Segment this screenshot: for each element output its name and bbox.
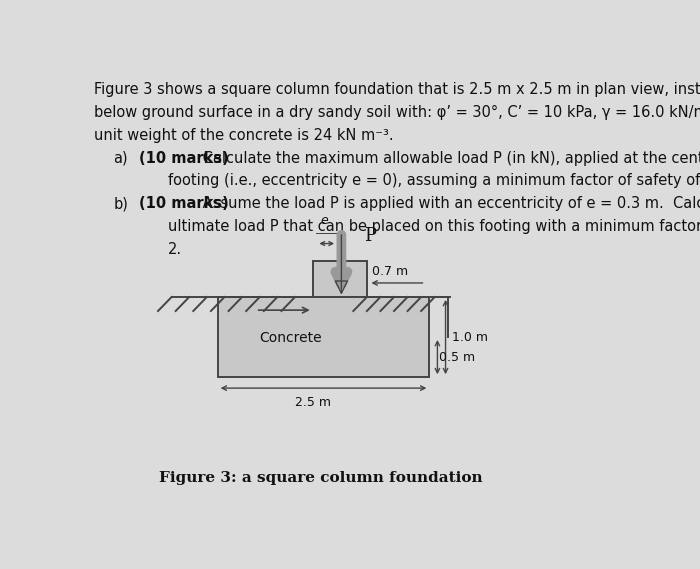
Text: (10 marks): (10 marks) (139, 196, 229, 211)
Text: Concrete: Concrete (260, 331, 322, 345)
Bar (313, 261, 367, 297)
Text: Calculate the maximum allowable load P (in kN), applied at the center of the: Calculate the maximum allowable load P (… (197, 151, 700, 166)
Text: footing (i.e., eccentricity e = 0), assuming a minimum factor of safety of 3.0, : footing (i.e., eccentricity e = 0), assu… (168, 174, 700, 188)
Text: 2.5 m: 2.5 m (295, 396, 330, 409)
Text: ultimate load P that can be placed on this footing with a minimum factor of safe: ultimate load P that can be placed on th… (168, 219, 700, 234)
Text: below ground surface in a dry sandy soil with: φ’ = 30°, C’ = 10 kPa, γ = 16.0 k: below ground surface in a dry sandy soil… (94, 105, 700, 120)
Text: a): a) (113, 151, 128, 166)
Text: P: P (364, 226, 376, 245)
Text: Figure 3 shows a square column foundation that is 2.5 m x 2.5 m in plan view, in: Figure 3 shows a square column foundatio… (94, 83, 700, 97)
Text: 0.5 m: 0.5 m (439, 351, 475, 364)
Text: 1.0 m: 1.0 m (452, 331, 488, 344)
Text: b): b) (113, 196, 128, 211)
Text: Figure 3: a square column foundation: Figure 3: a square column foundation (159, 471, 482, 485)
Text: e: e (321, 214, 328, 227)
Text: Assume the load P is applied with an eccentricity of e = 0.3 m.  Calculate the: Assume the load P is applied with an ecc… (197, 196, 700, 211)
Bar (218, 297, 429, 377)
Text: unit weight of the concrete is 24 kN m⁻³.: unit weight of the concrete is 24 kN m⁻³… (94, 128, 393, 143)
Text: 0.7 m: 0.7 m (372, 265, 408, 278)
Text: 2.: 2. (168, 242, 182, 257)
Text: (10 marks): (10 marks) (139, 151, 229, 166)
